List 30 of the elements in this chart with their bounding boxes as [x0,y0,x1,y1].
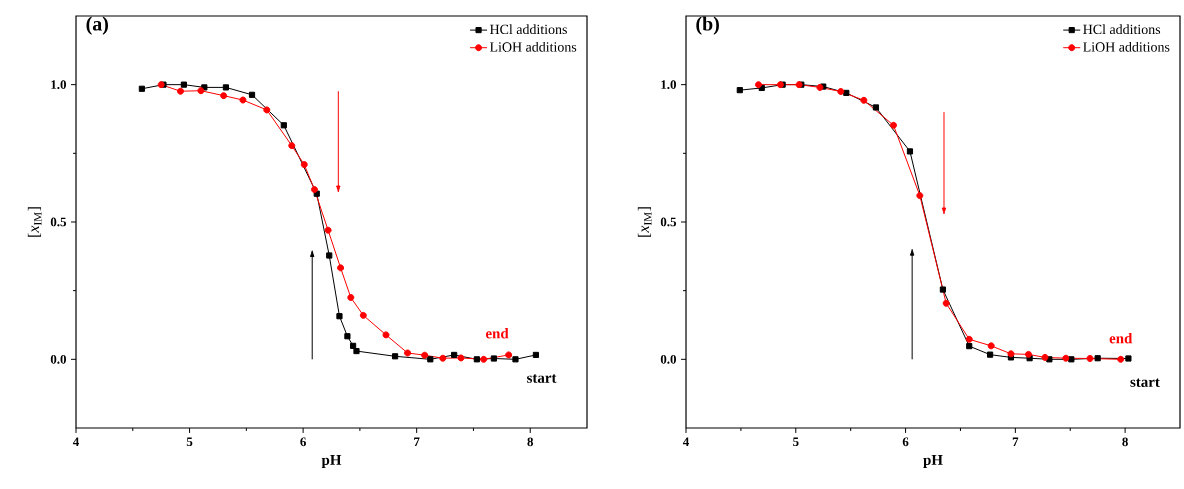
annotation: start [1130,378,1160,387]
x-tick-label: 5 [793,437,799,447]
y-tick-label: 0.0 [50,354,67,364]
y-tick-label: 0.5 [50,217,67,227]
x-tick-label: 4 [682,437,690,447]
annotation: end [1109,332,1133,344]
y-tick-label: 1.0 [51,80,67,90]
x-tick-label: 6 [300,437,306,447]
legend-label: HCl additions [489,24,567,35]
x-tick-label: 6 [902,437,909,447]
y-tick-label: 0.5 [660,217,677,227]
legend-label: LiOH additions [1083,41,1170,52]
x-axis-title: pH [923,455,943,469]
x-tick-label: 8 [527,437,534,447]
x-tick-label: 4 [72,437,80,447]
y-tick-label: 0.0 [660,354,677,364]
x-tick-label: 7 [1012,437,1019,446]
x-tick-label: 8 [1122,437,1128,447]
legend-label: LiOH additions [489,41,577,52]
x-axis-title: pH [321,455,342,469]
annotation: end [485,327,509,339]
y-axis-title: [x$_{IM}$] [27,207,42,237]
chart-title: (b) [696,16,719,35]
chart-title: (a) [86,16,108,35]
y-tick-label: 1.0 [661,80,677,90]
x-tick-label: 7 [414,437,420,446]
x-tick-label: 5 [186,437,193,447]
legend-label: HCl additions [1083,24,1161,35]
annotation: start [527,374,557,383]
y-axis-title: [x$_{IM}$] [637,207,652,237]
